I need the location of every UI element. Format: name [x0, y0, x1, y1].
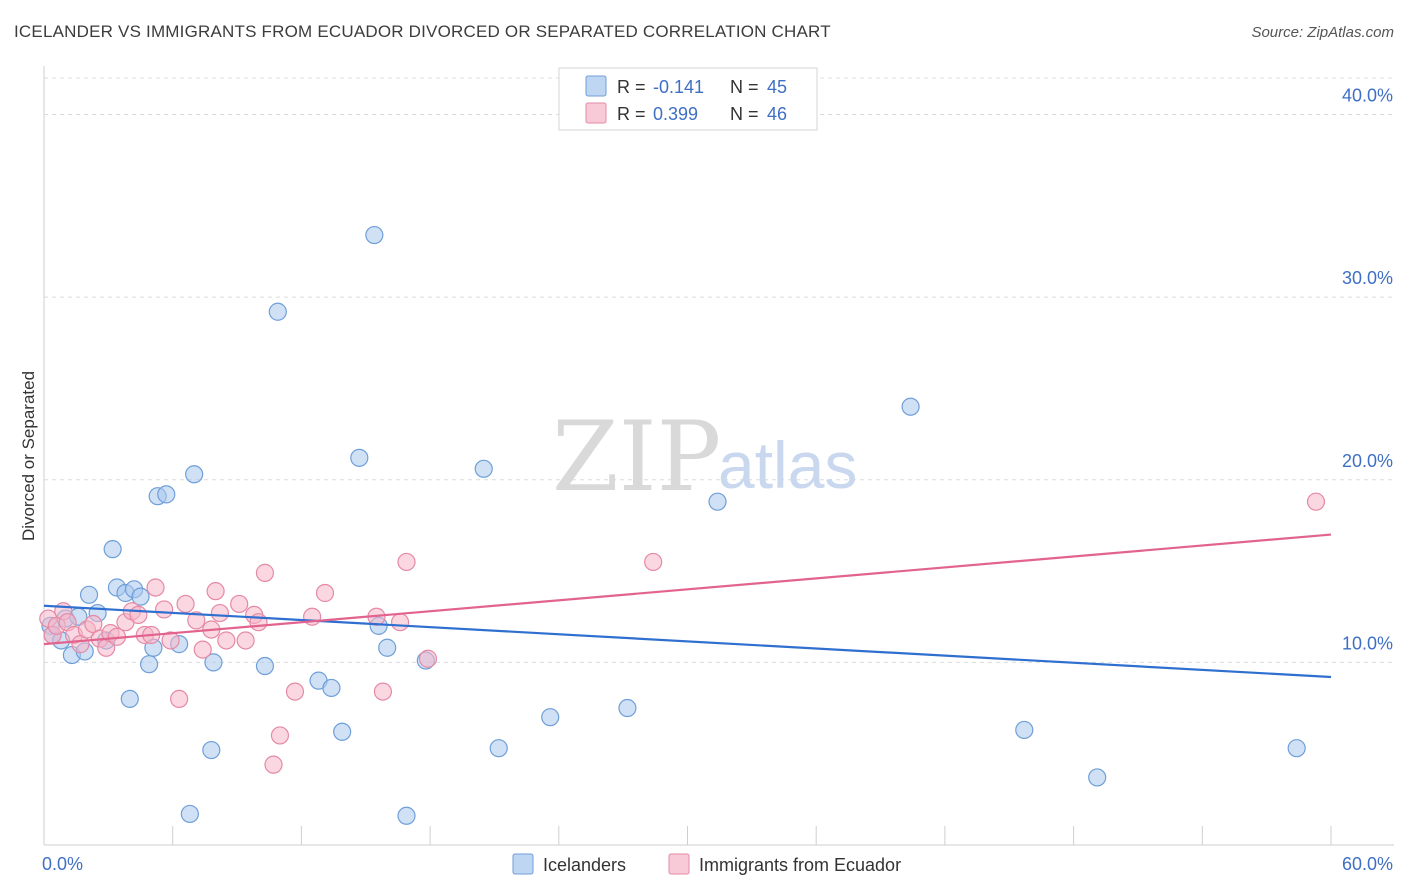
legend-n-value-2: 46 — [767, 104, 787, 124]
legend-r-label-2: R = — [617, 104, 646, 124]
point-series1-35 — [264, 755, 283, 774]
point-series1-45 — [1306, 492, 1326, 511]
point-series1-19 — [155, 600, 174, 619]
point-series1-43 — [418, 649, 438, 668]
trend-lines — [43, 533, 1332, 679]
legend-r-value-2: 0.399 — [653, 104, 698, 124]
x-tick-labels: 0.0% 60.0% — [42, 854, 1393, 874]
point-series1-15 — [129, 605, 148, 625]
point-series1-26 — [206, 582, 225, 601]
point-series1-42 — [397, 552, 416, 572]
point-series0-40 — [708, 492, 727, 511]
legend-n-label-2: N = — [730, 104, 759, 124]
x-tick-label-max: 60.0% — [1342, 854, 1393, 874]
y-tick-labels: 10.0% 20.0% 30.0% 40.0% — [1342, 86, 1393, 654]
point-series0-34 — [397, 806, 416, 825]
legend-n-value-1: 45 — [767, 77, 787, 97]
point-series0-31 — [365, 225, 384, 245]
grid-lines — [44, 77, 1394, 663]
point-series1-21 — [170, 689, 189, 709]
point-series0-44 — [1287, 739, 1306, 758]
point-series1-38 — [315, 583, 335, 603]
legend-r-value-1: -0.141 — [653, 77, 704, 97]
point-series0-16 — [140, 655, 159, 674]
point-series1-27 — [210, 603, 229, 623]
legend-bottom-swatch-icelanders — [512, 853, 534, 875]
series-legend: Icelanders Immigrants from Ecuador — [512, 853, 901, 875]
legend-bottom-label-icelanders: Icelanders — [543, 855, 626, 875]
point-series0-28 — [322, 678, 341, 698]
correlation-legend: R = -0.141 N = 45 R = 0.399 N = 46 — [558, 67, 818, 131]
point-series1-36 — [285, 682, 305, 701]
point-series1-41 — [390, 613, 410, 632]
point-series0-13 — [120, 689, 139, 709]
point-series0-30 — [350, 448, 369, 467]
point-series0-21 — [180, 804, 199, 824]
point-series0-42 — [1015, 720, 1034, 740]
point-series0-25 — [255, 656, 275, 676]
watermark-atlas: atlas — [718, 428, 857, 502]
y-tick-label-40: 40.0% — [1342, 86, 1393, 106]
point-series0-7 — [79, 585, 99, 604]
point-series0-10 — [103, 540, 122, 559]
point-series0-43 — [1088, 768, 1107, 787]
point-series1-20 — [161, 631, 180, 650]
source-label: Source: ZipAtlas.com — [1251, 24, 1394, 41]
point-series1-23 — [187, 611, 206, 630]
point-series0-15 — [131, 587, 150, 606]
point-series0-22 — [185, 465, 204, 484]
point-series0-29 — [333, 722, 352, 741]
point-series1-33 — [255, 563, 275, 582]
point-series1-40 — [373, 682, 393, 701]
watermark-zip: ZIP — [552, 401, 721, 513]
point-series1-18 — [146, 578, 165, 597]
point-series1-22 — [176, 594, 195, 614]
y-tick-label-30: 30.0% — [1342, 268, 1393, 288]
legend-swatch-icelanders — [585, 75, 607, 97]
point-series1-44 — [644, 552, 663, 572]
point-series0-37 — [489, 739, 508, 758]
point-series0-23 — [202, 740, 221, 760]
point-series0-33 — [378, 638, 397, 657]
trend-line-series0 — [43, 604, 1332, 679]
legend-r-label-1: R = — [617, 77, 646, 97]
chart-title: ICELANDER VS IMMIGRANTS FROM ECUADOR DIV… — [14, 22, 831, 41]
axes — [43, 66, 1394, 846]
point-series0-39 — [618, 698, 637, 718]
y-tick-label-20: 20.0% — [1342, 451, 1393, 471]
point-series0-36 — [474, 459, 493, 478]
data-points — [39, 225, 1326, 825]
x-tick-label-min: 0.0% — [42, 854, 83, 874]
point-series1-30 — [236, 631, 255, 650]
point-series1-24 — [193, 640, 212, 659]
point-series0-26 — [268, 302, 287, 321]
point-series1-34 — [270, 726, 290, 745]
y-tick-label-10: 10.0% — [1342, 633, 1393, 653]
point-series1-28 — [217, 631, 236, 650]
point-series0-24 — [204, 653, 223, 672]
trend-line-series1 — [43, 533, 1332, 646]
legend-swatch-ecuador — [585, 102, 607, 124]
y-axis-title: Divorced or Separated — [19, 371, 38, 541]
legend-bottom-label-ecuador: Immigrants from Ecuador — [699, 855, 901, 875]
watermark: ZIP atlas — [552, 401, 857, 513]
point-series0-19 — [157, 485, 176, 504]
legend-bottom-swatch-ecuador — [668, 853, 690, 875]
legend-n-label-1: N = — [730, 77, 759, 97]
point-series0-41 — [901, 397, 920, 416]
point-series1-29 — [230, 594, 249, 614]
point-series0-38 — [541, 708, 560, 727]
